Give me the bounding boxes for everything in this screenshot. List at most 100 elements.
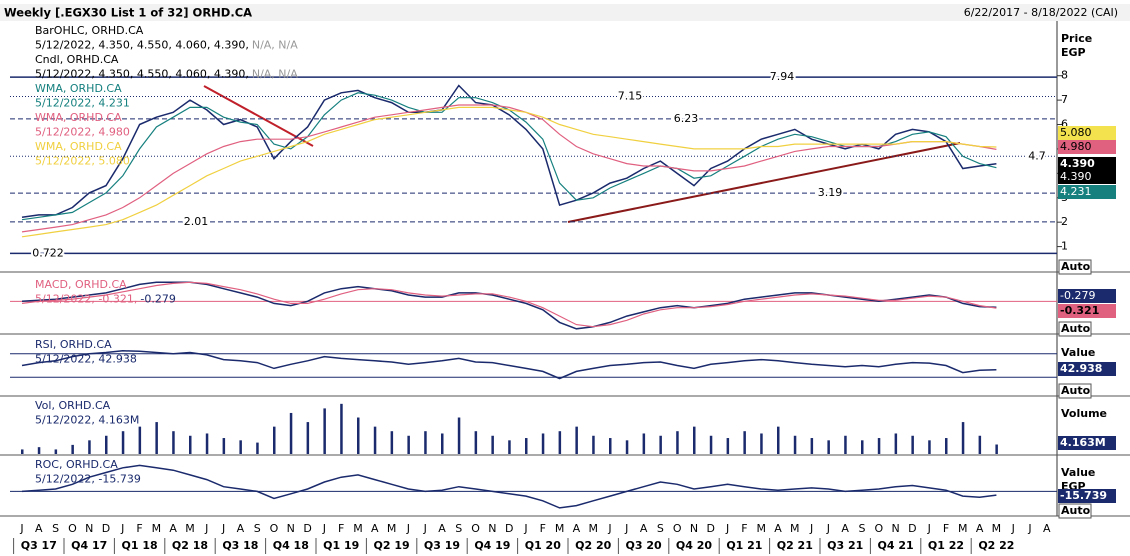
x-tick-label: O <box>471 522 480 535</box>
x-tick-label: M <box>353 522 363 535</box>
x-tick-label: A <box>169 522 177 535</box>
auto-scale-label[interactable]: Auto <box>1061 384 1091 397</box>
auto-scale-button[interactable] <box>1058 383 1092 399</box>
x-tick-label: F <box>943 522 949 535</box>
x-tick-label: S <box>859 522 866 535</box>
volume-bar <box>357 417 360 454</box>
quarter-label: Q1 22 <box>928 539 964 552</box>
x-tick-label: A <box>640 522 648 535</box>
volume-bar <box>978 435 982 454</box>
volume-bar <box>709 435 713 454</box>
y-tick-label: 1 <box>1061 240 1068 253</box>
x-tick-label: F <box>136 522 142 535</box>
quarter-label: Q4 21 <box>878 539 914 552</box>
quarter-label: Q2 18 <box>172 539 208 552</box>
volume-bar <box>592 435 595 454</box>
volume-bar <box>961 422 965 454</box>
volume-bar <box>911 435 914 454</box>
x-tick-label: M <box>387 522 397 535</box>
level-label: 6.23 <box>674 112 699 125</box>
value-badge <box>1058 126 1116 140</box>
volume-bar <box>760 433 763 454</box>
value-badge-label: 4.231 <box>1060 185 1092 198</box>
level-label: 7.94 <box>770 70 795 83</box>
value-badge <box>1058 289 1116 303</box>
volume-bar <box>340 403 343 454</box>
x-tick-label: A <box>35 522 43 535</box>
legend-text: ROC, ORHD.CA <box>35 458 118 471</box>
legend-entry: ROC, ORHD.CA <box>35 458 118 471</box>
x-tick-label: J <box>204 522 208 535</box>
x-tick-label: D <box>102 522 110 535</box>
quarter-label: Q3 18 <box>222 539 258 552</box>
value-badge <box>1058 140 1116 154</box>
axis-title: Value <box>1061 346 1095 359</box>
x-tick-label: M <box>790 522 800 535</box>
axis-title: Volume <box>1061 407 1107 420</box>
x-tick-label: D <box>908 522 916 535</box>
value-badge <box>1058 304 1116 318</box>
auto-scale-button[interactable] <box>1058 321 1092 337</box>
x-tick-label: M <box>992 522 1002 535</box>
x-tick-label: O <box>68 522 77 535</box>
volume-bar <box>373 426 377 454</box>
volume-bar <box>239 440 242 454</box>
quarter-label: Q2 19 <box>374 539 410 552</box>
auto-scale-button[interactable] <box>1058 503 1092 519</box>
value-badge-label: -0.321 <box>1060 304 1099 317</box>
volume-bar <box>71 444 74 454</box>
volume-bar <box>256 442 259 454</box>
value-badge <box>1058 170 1116 184</box>
volume-bar <box>928 440 931 454</box>
legend-text: Vol, ORHD.CA <box>35 399 111 412</box>
volume-bar <box>861 440 864 454</box>
volume-bar <box>441 433 444 454</box>
value-badge <box>1058 489 1116 503</box>
volume-bar <box>222 438 226 454</box>
volume-bar <box>37 447 41 454</box>
volume-bar <box>155 422 158 454</box>
quarter-label: Q4 20 <box>676 539 712 552</box>
legend-entry: WMA, ORHD.CA <box>35 140 122 153</box>
x-tick-label: S <box>455 522 462 535</box>
volume-bar <box>138 426 142 454</box>
legend-entry: 5/12/2022, -15.739 <box>35 473 141 486</box>
x-tick-label: D <box>707 522 715 535</box>
x-tick-label: O <box>270 522 279 535</box>
legend-entry: 5/12/2022, 4.350, 4.550, 4.060, 4.390, N/… <box>35 39 298 52</box>
volume-bar <box>54 449 58 454</box>
trendline <box>567 142 961 223</box>
auto-scale-label[interactable]: Auto <box>1061 504 1091 517</box>
legend-text: MACD, ORHD.CA <box>35 278 127 291</box>
volume-bar <box>407 435 410 454</box>
volume-bar <box>457 417 461 454</box>
volume-bar <box>844 435 847 454</box>
legend-entry: WMA, ORHD.CA <box>35 111 122 124</box>
legend-text: 5/12/2022, 4.350, 4.550, 4.060, 4.390, <box>35 68 249 81</box>
header-range: 6/22/2017 - 8/18/2022 (CAI) <box>964 6 1118 19</box>
x-tick-label: A <box>573 522 581 535</box>
volume-bar <box>894 433 898 454</box>
legend-entry: WMA, ORHD.CA <box>35 82 122 95</box>
x-tick-label: S <box>657 522 664 535</box>
legend-text: Cndl, ORHD.CA <box>35 53 119 66</box>
legend-entry: Cndl, ORHD.CA <box>35 53 119 66</box>
x-tick-label: M <box>555 522 565 535</box>
volume-bar <box>945 438 948 454</box>
trendline <box>203 85 314 147</box>
quarter-label: Q4 19 <box>474 539 510 552</box>
auto-scale-button[interactable] <box>1058 259 1092 275</box>
value-badge-label: 4.163M <box>1060 436 1106 449</box>
quarter-label: Q3 17 <box>21 539 57 552</box>
x-tick-label: J <box>322 522 326 535</box>
legend-text: WMA, ORHD.CA <box>35 111 122 124</box>
quarter-label: Q4 17 <box>71 539 107 552</box>
x-tick-label: J <box>1011 522 1015 535</box>
legend-text: BarOHLC, ORHD.CA <box>35 24 144 37</box>
level-label: 4.7 <box>1028 149 1046 162</box>
auto-scale-label[interactable]: Auto <box>1061 322 1091 335</box>
auto-scale-label[interactable]: Auto <box>1061 260 1091 273</box>
quarter-label: Q3 20 <box>626 539 662 552</box>
legend-text: 5/12/2022, 4.163M <box>35 414 139 427</box>
x-tick-label: F <box>741 522 747 535</box>
